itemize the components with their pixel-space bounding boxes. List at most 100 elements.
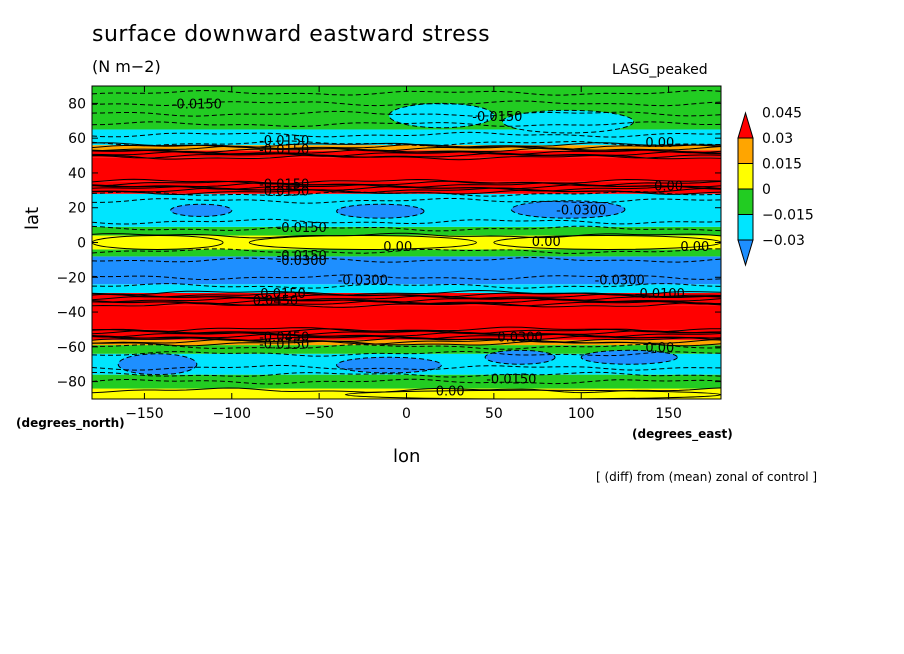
contour-band bbox=[92, 374, 721, 389]
contour-line bbox=[92, 343, 721, 350]
contour-band bbox=[92, 345, 721, 354]
contour-line bbox=[92, 218, 721, 225]
contour-label: -0.0450 bbox=[259, 331, 309, 346]
contour-line bbox=[92, 232, 721, 239]
contour-line bbox=[92, 178, 721, 185]
colorbar-label: −0.015 bbox=[762, 208, 814, 224]
contour-patch bbox=[248, 235, 477, 250]
contour-line bbox=[92, 328, 721, 335]
colorbar-segment bbox=[737, 163, 754, 190]
colorbar: −0.03 −0.015 0 0.015 0.03 0.045 bbox=[737, 106, 814, 267]
contour-line bbox=[92, 350, 721, 357]
y-tick-label: 40 bbox=[68, 166, 86, 182]
x-tick-label: −150 bbox=[125, 406, 163, 422]
contour-label: -0.0150 bbox=[259, 178, 309, 193]
contour-line bbox=[92, 147, 721, 154]
x-tick-label: 150 bbox=[655, 406, 682, 422]
colorbar-label: 0.015 bbox=[762, 157, 802, 173]
contour-label: -0.0150 bbox=[472, 110, 522, 125]
y-tick-label: 60 bbox=[68, 131, 86, 147]
contour-band bbox=[92, 145, 721, 151]
contour-line bbox=[92, 293, 721, 300]
contour-band bbox=[92, 157, 721, 182]
x-tick-label: −50 bbox=[304, 406, 334, 422]
contour-label: -0.0150 bbox=[259, 134, 309, 149]
y-tick-label: −40 bbox=[56, 305, 86, 321]
contour-band bbox=[92, 249, 721, 257]
contour-patch bbox=[336, 356, 442, 374]
contour-line bbox=[92, 187, 721, 194]
contour-band bbox=[92, 292, 721, 306]
contour-line bbox=[92, 248, 721, 254]
contour-patch bbox=[336, 203, 425, 219]
x-tick-label: 50 bbox=[485, 406, 503, 422]
contour-label: 0.00 bbox=[654, 179, 683, 194]
y-tick-label: −20 bbox=[56, 270, 86, 286]
contour-line bbox=[92, 283, 721, 289]
contour-label: -0.0150 bbox=[259, 338, 309, 353]
contour-patch bbox=[92, 235, 224, 250]
contour-label: 0.00 bbox=[680, 240, 709, 255]
chart-title: surface downward eastward stress bbox=[92, 22, 491, 47]
colorbar-label: 0 bbox=[762, 182, 771, 198]
x-tick-label: 100 bbox=[568, 406, 595, 422]
contour-line bbox=[92, 371, 721, 378]
contour-label: 0.00 bbox=[383, 240, 412, 255]
chart-units: (N m−2) bbox=[92, 57, 161, 76]
colorbar-segment bbox=[737, 111, 754, 139]
colorbar-segment bbox=[737, 137, 754, 164]
contour-patch bbox=[117, 353, 198, 376]
contour-line bbox=[92, 378, 721, 385]
y-tick-label: −80 bbox=[56, 375, 86, 391]
y-tick-label: −60 bbox=[56, 340, 86, 356]
colorbar-label: −0.03 bbox=[762, 233, 805, 249]
contour-line bbox=[92, 289, 721, 296]
contour-line bbox=[92, 152, 721, 159]
contour-label: 0.00 bbox=[645, 136, 674, 151]
contour-line bbox=[92, 150, 721, 157]
contour-line bbox=[92, 110, 721, 117]
contour-label: -0.0150 bbox=[277, 221, 327, 236]
contour-label: -0.0150 bbox=[486, 372, 536, 387]
contour-lines bbox=[92, 89, 721, 394]
contour-label: -0.0300 bbox=[338, 273, 388, 288]
contour-patch bbox=[502, 109, 635, 134]
contour-line bbox=[92, 296, 721, 303]
contour-label: -0.0150 bbox=[259, 143, 309, 158]
colorbar-segment bbox=[737, 239, 754, 267]
x-tick-label: −100 bbox=[213, 406, 251, 422]
contour-band bbox=[92, 150, 721, 158]
contour-line bbox=[92, 326, 721, 333]
contour-label: -0.0300 bbox=[277, 254, 327, 269]
contour-line bbox=[92, 225, 721, 232]
contour-line bbox=[92, 256, 721, 263]
contour-patch bbox=[484, 349, 556, 365]
contour-label: -0.0150 bbox=[256, 287, 306, 302]
contour-patch bbox=[170, 203, 233, 217]
contour-line bbox=[92, 182, 721, 189]
contour-patch bbox=[510, 200, 626, 219]
contour-line bbox=[92, 387, 721, 394]
contour-label: 0.0450 bbox=[253, 294, 299, 309]
contour-line bbox=[92, 131, 721, 138]
contour-line bbox=[92, 338, 721, 345]
contour-label: 0.00 bbox=[532, 235, 561, 250]
contour-band bbox=[92, 284, 721, 293]
contour-label: -0.0300 bbox=[595, 273, 645, 288]
contour-line bbox=[92, 140, 721, 147]
colorbar-label: 0.045 bbox=[762, 106, 802, 122]
contour-label: -0.0150 bbox=[277, 249, 327, 264]
contour-band bbox=[92, 305, 721, 330]
contour-patch bbox=[344, 389, 721, 399]
contour-line bbox=[92, 145, 721, 152]
contour-line bbox=[92, 274, 721, 281]
contour-line bbox=[92, 197, 721, 204]
contour-line bbox=[92, 100, 721, 107]
contour-label: 0.00 bbox=[436, 385, 465, 400]
contour-label: -0.0150 bbox=[259, 185, 309, 200]
contour-label: -0.0100 bbox=[635, 287, 685, 302]
contour-label: 0.00 bbox=[645, 341, 674, 356]
y-tick-label: 20 bbox=[68, 201, 86, 217]
contour-band bbox=[92, 226, 721, 236]
